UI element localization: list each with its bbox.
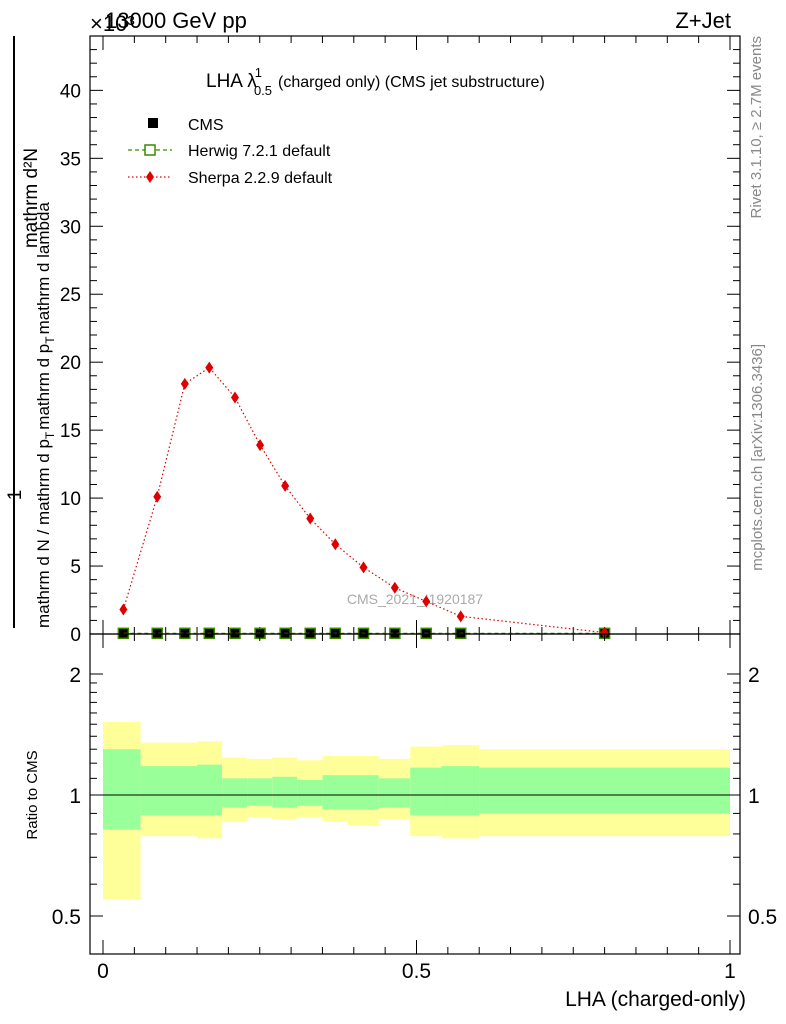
sherpa-point	[119, 603, 128, 616]
x-tick-label: 1	[724, 960, 736, 983]
svg-text:CMS: CMS	[188, 117, 224, 134]
main-y-tick-label: 0	[70, 625, 81, 646]
ratio-band-green	[297, 779, 323, 806]
main-series	[117, 361, 611, 640]
sherpa-point	[281, 479, 290, 492]
sherpa-point	[456, 610, 465, 623]
svg-text:mathrm d N / mathrm d pTmathrm: mathrm d N / mathrm d pTmathrm d pTmathr…	[34, 202, 57, 628]
process-label: Z+Jet	[675, 8, 731, 33]
watermark: CMS_2021_I1920187	[347, 591, 483, 607]
ratio-y-tick-label-right: 2	[748, 664, 760, 687]
legend-marker-sherpa	[146, 171, 154, 183]
herwig-point	[420, 627, 432, 640]
herwig-point	[454, 627, 467, 640]
y-axis-label: mathrm d²N 1 mathrm d N / mathrm d pTmat…	[5, 36, 57, 628]
cms-point	[152, 628, 163, 639]
ratio-band-green	[103, 749, 141, 830]
energy-label: 13000 GeV pp	[105, 8, 247, 33]
cms-point	[389, 628, 400, 639]
svg-text:Herwig 7.2.1 default: Herwig 7.2.1 default	[188, 143, 331, 160]
ratio-axis-ticks: 0.5 0.5 1 1 2 2 0 0.5 1	[52, 634, 777, 983]
ratio-band-green	[197, 764, 223, 816]
ratio-band-green	[272, 776, 298, 808]
ratio-y-tick-label: 1	[69, 785, 81, 808]
plot-title: LHA λ1 0.5 (charged only) (CMS jet substru…	[206, 65, 545, 98]
ratio-band-green	[479, 767, 730, 814]
cms-point	[305, 628, 316, 639]
ratio-band-green	[378, 778, 411, 808]
x-axis-label: LHA (charged-only)	[565, 988, 746, 1011]
main-y-tick-label: 10	[60, 489, 81, 510]
sherpa-point	[600, 626, 609, 639]
ratio-band-green	[410, 767, 442, 816]
sherpa-point	[422, 595, 431, 608]
herwig-point	[151, 627, 163, 640]
svg-text:1: 1	[5, 490, 26, 501]
mcplots-label: mcplots.cern.ch [arXiv:1306.3436]	[749, 344, 766, 571]
ratio-y-tick-label: 0.5	[52, 906, 81, 929]
ratio-y-tick-label-right: 1	[748, 785, 760, 808]
main-y-tick-label: 30	[60, 217, 81, 238]
main-y-tick-label: 5	[70, 557, 81, 578]
herwig-point	[179, 627, 191, 640]
herwig-point	[279, 627, 291, 640]
sherpa-point	[230, 391, 239, 404]
legend-item-herwig: Herwig 7.2.1 default	[128, 143, 331, 160]
ratio-y-tick-label-right: 0.5	[748, 906, 777, 929]
sherpa-point	[153, 490, 162, 503]
sherpa-point	[180, 377, 189, 390]
herwig-point	[304, 627, 316, 640]
legend-item-sherpa: Sherpa 2.2.9 default	[128, 170, 333, 187]
series-line-2	[122, 366, 605, 634]
cms-point	[229, 628, 240, 639]
herwig-point	[329, 627, 342, 640]
main-y-tick-label: 35	[60, 149, 81, 170]
sherpa-point	[359, 561, 368, 574]
sherpa-point	[205, 361, 214, 374]
cms-point	[179, 628, 190, 639]
herwig-point	[117, 627, 130, 640]
svg-text:mathrm d²N: mathrm d²N	[21, 148, 42, 248]
herwig-point	[203, 627, 216, 640]
sherpa-point	[331, 538, 340, 551]
exponent-label: ×10³	[90, 11, 135, 36]
ratio-band-green	[441, 766, 480, 816]
herwig-point	[389, 627, 401, 640]
main-y-tick-label: 15	[60, 421, 81, 442]
main-axis-ticks: 0 5 10 15 20 25 30 35 40	[60, 35, 740, 646]
legend-marker-cms	[148, 118, 158, 128]
x-tick-label: 0.5	[402, 960, 431, 983]
ratio-y-label: Ratio to CMS	[24, 750, 41, 839]
ratio-band-green	[140, 766, 198, 816]
herwig-point	[357, 627, 370, 640]
svg-text:Sherpa 2.2.9 default: Sherpa 2.2.9 default	[188, 170, 333, 187]
legend-marker-herwig	[144, 144, 156, 156]
svg-text:LHA λ10.5(charged only) (CMS j: LHA λ1 0.5 (charged only) (CMS jet substru…	[206, 65, 545, 98]
legend-item-cms: CMS	[148, 117, 224, 134]
herwig-point	[229, 627, 241, 640]
ratio-bands	[103, 721, 730, 900]
main-y-tick-label: 20	[60, 353, 81, 374]
ratio-plot-frame	[89, 633, 741, 955]
sherpa-point	[390, 581, 399, 594]
main-y-tick-label: 25	[60, 285, 81, 306]
ratio-band-green	[347, 775, 379, 810]
ratio-band-green	[222, 778, 248, 808]
x-tick-label: 0	[97, 960, 109, 983]
cms-point	[118, 628, 129, 639]
legend: CMS Herwig 7.2.1 default Sherpa 2.2.9 de…	[128, 117, 333, 187]
rivet-label: Rivet 3.1.10, ≥ 2.7M events	[748, 36, 765, 219]
sherpa-point	[256, 439, 265, 452]
sherpa-point	[306, 512, 315, 525]
ratio-y-tick-label: 2	[69, 664, 81, 687]
ratio-band-green	[247, 778, 273, 806]
main-y-tick-label: 40	[60, 81, 81, 102]
ratio-band-green	[322, 775, 348, 810]
